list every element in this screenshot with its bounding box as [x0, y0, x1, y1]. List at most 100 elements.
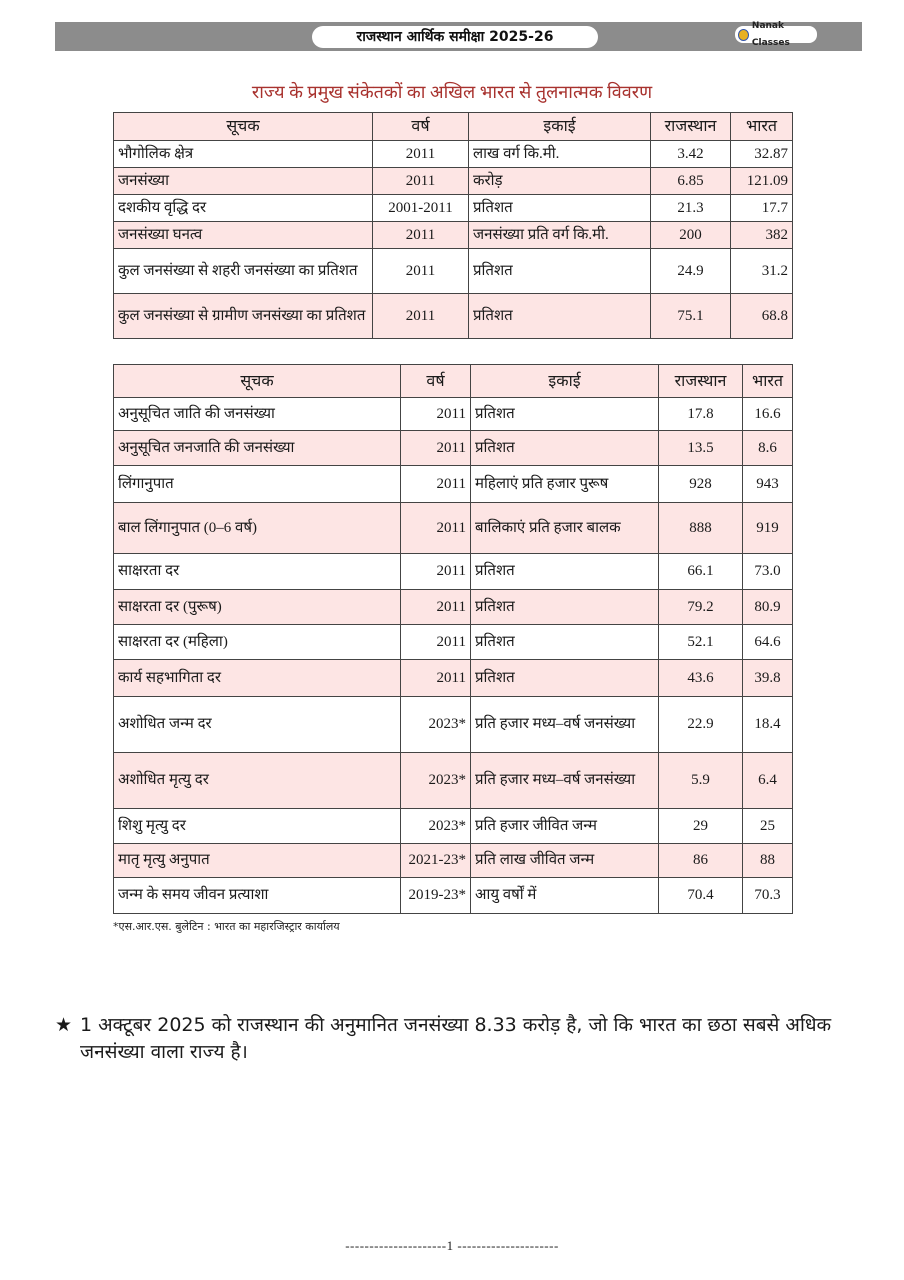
indicator-cell: साक्षरता दर	[113, 553, 401, 590]
year-cell: 2011	[400, 659, 471, 697]
table-row: साक्षरता दर 2011 प्रतिशत 66.1 73.0	[113, 553, 793, 590]
india-value-cell: 80.9	[742, 589, 793, 625]
india-value-cell: 39.8	[742, 659, 793, 697]
india-value-cell: 382	[730, 221, 793, 249]
unit-cell: प्रतिशत	[470, 624, 659, 660]
india-value-cell: 88	[742, 843, 793, 878]
india-value-cell: 31.2	[730, 248, 793, 294]
india-value-cell: 64.6	[742, 624, 793, 660]
year-cell: 2011	[400, 465, 471, 503]
rajasthan-value-cell: 29	[658, 808, 743, 844]
indicator-cell: बाल लिंगानुपात (0–6 वर्ष)	[113, 502, 401, 554]
india-value-cell: 919	[742, 502, 793, 554]
indicator-cell: भौगोलिक क्षेत्र	[113, 140, 373, 168]
column-header: इकाई	[468, 112, 651, 141]
unit-cell: प्रति हजार जीवित जन्म	[470, 808, 659, 844]
year-cell: 2021-23*	[400, 843, 471, 878]
year-cell: 2011	[372, 221, 469, 249]
table-row: शिशु मृत्यु दर 2023* प्रति हजार जीवित जन्म…	[113, 808, 793, 844]
logo-text: Nanak Classes	[751, 20, 790, 48]
column-header: वर्ष	[372, 112, 469, 141]
table-row: अनुसूचित जनजाति की जनसंख्या 2011 प्रतिशत 13…	[113, 430, 793, 466]
table-row: भौगोलिक क्षेत्र 2011 लाख वर्ग कि.मी. 3.42 32…	[113, 140, 793, 168]
india-value-cell: 68.8	[730, 293, 793, 339]
table-row: कुल जनसंख्या से शहरी जनसंख्या का प्रतिशत…	[113, 248, 793, 294]
unit-cell: प्रतिशत	[468, 194, 651, 222]
column-header: इकाई	[470, 364, 659, 398]
unit-cell: प्रतिशत	[470, 553, 659, 590]
india-value-cell: 8.6	[742, 430, 793, 466]
year-cell: 2023*	[400, 696, 471, 753]
note-text: 1 अक्टूबर 2025 को राजस्थान की अनुमानित ज…	[80, 1014, 832, 1063]
unit-cell: प्रतिशत	[468, 248, 651, 294]
unit-cell: प्रतिशत	[468, 293, 651, 339]
india-value-cell: 121.09	[730, 167, 793, 195]
rajasthan-value-cell: 52.1	[658, 624, 743, 660]
star-icon: ★	[55, 1014, 73, 1036]
india-value-cell: 73.0	[742, 553, 793, 590]
indicator-cell: साक्षरता दर (महिला)	[113, 624, 401, 660]
column-header: सूचक	[113, 364, 401, 398]
brand-logo: Nanak Classes	[735, 21, 817, 48]
india-value-cell: 70.3	[742, 877, 793, 914]
india-value-cell: 16.6	[742, 397, 793, 431]
unit-cell: प्रति हजार मध्य–वर्ष जनसंख्या	[470, 696, 659, 753]
indicator-cell: कुल जनसंख्या से ग्रामीण जनसंख्या का प्रत…	[113, 293, 373, 339]
year-cell: 2011	[372, 293, 469, 339]
column-header: सूचक	[113, 112, 373, 141]
unit-cell: करोड़	[468, 167, 651, 195]
unit-cell: प्रतिशत	[470, 430, 659, 466]
rajasthan-value-cell: 888	[658, 502, 743, 554]
india-value-cell: 18.4	[742, 696, 793, 753]
indicator-cell: अशोधित मृत्यु दर	[113, 752, 401, 809]
year-cell: 2011	[400, 553, 471, 590]
unit-cell: जनसंख्या प्रति वर्ग कि.मी.	[468, 221, 651, 249]
unit-cell: प्रति लाख जीवित जन्म	[470, 843, 659, 878]
year-cell: 2011	[372, 140, 469, 168]
table-row: अशोधित मृत्यु दर 2023* प्रति हजार मध्य–वर्…	[113, 752, 793, 809]
table-row: जनसंख्या 2011 करोड़ 6.85 121.09	[113, 167, 793, 195]
rajasthan-value-cell: 75.1	[650, 293, 731, 339]
india-value-cell: 32.87	[730, 140, 793, 168]
indicator-cell: अनुसूचित जनजाति की जनसंख्या	[113, 430, 401, 466]
indicator-cell: दशकीय वृद्धि दर	[113, 194, 373, 222]
rajasthan-value-cell: 13.5	[658, 430, 743, 466]
year-cell: 2023*	[400, 808, 471, 844]
year-cell: 2011	[400, 397, 471, 431]
document-title: राजस्थान आर्थिक समीक्षा 2025-26	[312, 26, 598, 48]
india-value-cell: 17.7	[730, 194, 793, 222]
table-row: जन्म के समय जीवन प्रत्याशा 2019-23* आयु वर…	[113, 877, 793, 914]
indicator-cell: शिशु मृत्यु दर	[113, 808, 401, 844]
unit-cell: प्रति हजार मध्य–वर्ष जनसंख्या	[470, 752, 659, 809]
unit-cell: प्रतिशत	[470, 397, 659, 431]
rajasthan-value-cell: 200	[650, 221, 731, 249]
rajasthan-value-cell: 21.3	[650, 194, 731, 222]
indicators-table-1: सूचक वर्ष इकाई राजस्थान भारत भौगोलिक क्षेत्र…	[113, 112, 793, 339]
year-cell: 2011	[400, 430, 471, 466]
india-value-cell: 25	[742, 808, 793, 844]
table-row: कुल जनसंख्या से ग्रामीण जनसंख्या का प्रत…	[113, 293, 793, 339]
indicator-cell: जनसंख्या घनत्व	[113, 221, 373, 249]
rajasthan-value-cell: 24.9	[650, 248, 731, 294]
india-value-cell: 943	[742, 465, 793, 503]
column-header: भारत	[742, 364, 793, 398]
logo-icon	[738, 28, 749, 41]
rajasthan-value-cell: 928	[658, 465, 743, 503]
year-cell: 2011	[400, 624, 471, 660]
column-header: वर्ष	[400, 364, 471, 398]
table-row: मातृ मृत्यु अनुपात 2021-23* प्रति लाख जीवि…	[113, 843, 793, 878]
rajasthan-value-cell: 66.1	[658, 553, 743, 590]
indicator-cell: अनुसूचित जाति की जनसंख्या	[113, 397, 401, 431]
indicator-cell: लिंगानुपात	[113, 465, 401, 503]
india-value-cell: 6.4	[742, 752, 793, 809]
indicators-table-2: सूचक वर्ष इकाई राजस्थान भारत अनुसूचित जाति क…	[113, 364, 793, 914]
year-cell: 2023*	[400, 752, 471, 809]
indicator-cell: कुल जनसंख्या से शहरी जनसंख्या का प्रतिशत	[113, 248, 373, 294]
rajasthan-value-cell: 79.2	[658, 589, 743, 625]
section-title: राज्य के प्रमुख संकेतकों का अखिल भारत से…	[251, 82, 653, 102]
rajasthan-value-cell: 5.9	[658, 752, 743, 809]
year-cell: 2011	[400, 502, 471, 554]
table-row: साक्षरता दर (महिला) 2011 प्रतिशत 52.1 64.6	[113, 624, 793, 660]
footnote: *एस.आर.एस. बुलेटिन : भारत का महारजिस्ट्र…	[113, 920, 340, 933]
